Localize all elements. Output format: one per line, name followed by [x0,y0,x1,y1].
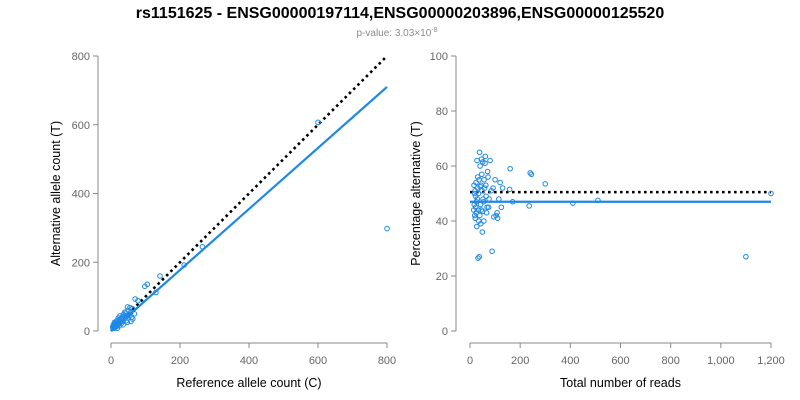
right-data-point [527,170,534,176]
right-data-point [472,193,479,200]
left-data-point [120,322,126,328]
allele-count-chart: 0 200 400 600 800 0 200 400 600 800 Reference alle… [49,51,396,390]
left-y-tick-label: 200 [72,257,90,269]
right-data-point [488,187,495,194]
right-data-point [478,207,485,213]
left-data-point [142,283,148,290]
right-data-point [526,203,532,209]
right-data-point [496,196,502,202]
left-y-tick-label: 0 [84,326,90,338]
figure-title: rs1151625 - ENSG00000197114,ENSG00000203… [136,5,665,22]
left-data-point [124,319,131,326]
right-y-tick-label: 80 [436,106,448,118]
right-data-point [471,190,478,197]
left-y-tick-label: 600 [72,120,90,132]
right-data-point [473,223,480,230]
right-y-tick-label: 20 [436,271,448,283]
right-data-point [485,174,491,180]
right-x-axis-label: Total number of reads [560,376,681,390]
right-data-point [474,157,480,164]
right-data-point [484,168,491,175]
percentage-alternative-chart: 0 20 40 60 80 100 0 200 400 600 800 1,000 1,200 Total… [409,51,785,390]
right-data-point [472,215,479,222]
right-data-point [479,229,486,235]
right-data-point [494,209,500,216]
left-x-axis-label: Reference allele count (C) [176,376,321,390]
right-data-point [475,255,481,261]
left-x-tick-label: 0 [108,355,114,367]
left-y-tick-label: 800 [72,51,90,63]
right-x-tick-label: 800 [661,355,679,367]
right-data-point [487,157,493,164]
right-data-point [491,214,497,220]
left-data-point [132,296,138,302]
right-y-tick-label: 0 [442,326,448,338]
right-data-point [476,176,482,183]
right-data-point [743,253,749,260]
right-x-tick-label: 0 [467,355,473,367]
left-data-point [135,297,141,304]
right-data-point [489,248,495,255]
pvalue-label: p-value: 3.03×10-8 [356,27,437,39]
right-y-tick-label: 40 [436,216,448,228]
right-data-point [478,171,485,178]
right-data-point [477,163,483,169]
right-data-point [475,190,482,197]
right-data-point [474,174,481,180]
right-x-tick-label: 1,200 [757,355,785,367]
left-fit-line [110,86,388,332]
left-x-tick-label: 400 [240,355,258,367]
right-data-point [479,159,486,165]
left-reference-line [110,55,388,332]
right-data-point [475,218,482,224]
right-data-point [490,185,496,191]
left-data-point [124,304,131,310]
right-y-tick-label: 60 [436,161,448,173]
right-data-point [482,153,489,160]
left-y-tick-label: 400 [72,189,90,201]
right-data-point [476,149,483,156]
left-x-tick-label: 600 [309,355,327,367]
right-data-point [542,181,549,187]
right-x-tick-label: 400 [561,355,579,367]
right-data-point [472,187,478,194]
right-data-point [768,190,774,197]
right-x-tick-label: 1,000 [707,355,735,367]
left-y-axis-label: Alternative allele count (T) [49,121,63,266]
pvalue-exponent: -8 [431,27,437,34]
right-data-point [507,165,513,172]
left-x-tick-label: 200 [171,355,189,367]
left-data-point [127,304,133,311]
right-data-point [506,186,513,193]
right-data-point [471,182,477,189]
right-y-tick-label: 100 [430,51,448,63]
left-x-tick-label: 800 [378,355,396,367]
right-y-axis-label: Percentage alternative (T) [409,121,423,266]
right-data-point [477,183,484,190]
left-data-point [129,316,136,322]
left-data-point [157,273,163,279]
right-data-point [470,207,477,213]
right-data-point [471,212,478,219]
right-x-tick-label: 200 [511,355,529,367]
right-data-point [481,176,487,183]
right-data-point [484,204,490,211]
right-data-point [497,179,503,186]
right-data-point [528,171,535,178]
right-x-tick-label: 600 [611,355,629,367]
right-data-point [492,176,498,183]
right-data-point [498,204,505,211]
left-data-point [315,119,321,126]
right-data-point [476,253,483,260]
right-data-point [499,185,506,191]
left-data-point [384,225,390,232]
right-data-point [483,193,489,200]
pvalue-text: p-value: 3.03×10 [356,28,431,39]
